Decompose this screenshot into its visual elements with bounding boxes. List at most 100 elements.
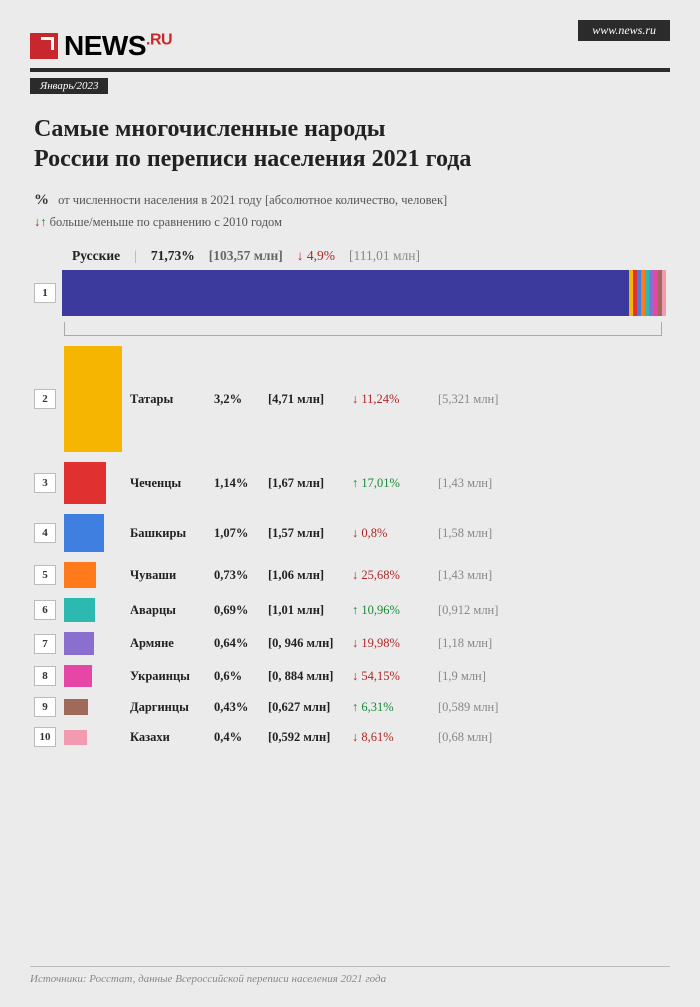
bar-column [64,665,122,687]
data-row: 10 Казахи 0,4% [0,592 млн] ↓ 8,61% [0,68 млн] [34,727,666,747]
main-change-val: 4,9% [307,248,335,263]
row-name: Чеченцы [130,476,210,491]
row-change: ↓ 11,24% [352,392,434,407]
row-change: ↓ 25,68% [352,568,434,583]
row-change: ↓ 19,98% [352,636,434,651]
data-row: 8Украинцы0,6%[0, 884 млн]↓ 54,15%[1,9 мл… [34,665,666,687]
sep: | [134,248,137,264]
bar-column [64,598,122,622]
row-prev: [0,589 млн] [438,700,666,715]
row-cells: Чеченцы1,14%[1,67 млн]↑ 17,01%[1,43 млн] [130,476,666,491]
row-change: ↑ 6,31% [352,700,434,715]
row-pct: 3,2% [214,392,264,407]
main-change: ↓ 4,9% [297,248,335,264]
brand: NEWS.RU [30,30,670,68]
sources: Источники: Росстат, данные Всероссийской… [30,966,670,985]
fullbar-seg [662,270,666,316]
fullbar-seg-main [62,270,629,316]
row-name: Казахи [130,730,210,745]
rank-badge: 10 [34,727,56,747]
bar-column [64,699,122,715]
row-prev: [1,43 млн] [438,568,666,583]
main-row-labels: Русские | 71,73% [103,57 млн] ↓ 4,9% [11… [72,248,666,264]
bar-column [64,346,122,452]
row-abs: [0,592 млн] [268,730,348,745]
rank-badge: 9 [34,697,56,717]
bar-column [64,562,122,588]
data-row: 3Чеченцы1,14%[1,67 млн]↑ 17,01%[1,43 млн… [34,462,666,504]
bar [64,665,92,687]
data-row: 4Башкиры1,07%[1,57 млн]↓ 0,8%[1,58 млн] [34,514,666,552]
row-cells: Татары 3,2% [4,71 млн] ↓ 11,24% [5,321 млн] [130,392,666,407]
row-name: Татары [130,392,210,407]
bar [64,730,87,745]
rank-badge: 3 [34,473,56,493]
data-row: 7Армяне0,64%[0, 946 млн]↓ 19,98%[1,18 мл… [34,632,666,655]
brand-text: NEWS.RU [64,30,172,62]
row-pct: 1,14% [214,476,264,491]
bar [64,598,95,622]
row-pct: 0,43% [214,700,264,715]
title-line2: России по переписи населения 2021 года [34,146,471,172]
row-prev: [5,321 млн] [438,392,666,407]
arrow-up-icon: ↑ [40,215,46,229]
row-change: ↑ 10,96% [352,603,434,618]
row-prev: [1,9 млн] [438,669,666,684]
row-abs: [0, 884 млн] [268,669,348,684]
arrow-down-icon: ↓ [297,248,307,263]
row-change: ↓ 8,61% [352,730,434,745]
fullbar-wrap: 1 [34,270,666,316]
row-cells: Армяне0,64%[0, 946 млн]↓ 19,98%[1,18 млн… [130,636,666,651]
date-strip: Январь/2023 [30,78,108,94]
rank-badge: 6 [34,600,56,620]
row-name: Армяне [130,636,210,651]
bar-column [64,462,122,504]
rank-badge: 7 [34,634,56,654]
row-prev: [0,912 млн] [438,603,666,618]
rank-badge: 1 [34,283,56,303]
row-abs: [0, 946 млн] [268,636,348,651]
data-row: 5Чуваши0,73%[1,06 млн]↓ 25,68%[1,43 млн] [34,562,666,588]
legend-line1: от численности населения в 2021 году [аб… [58,193,447,207]
row-name: Башкиры [130,526,210,541]
fullbar [62,270,666,316]
main-prev: [111,01 млн] [349,248,420,264]
content: Самые многочисленные народы России по пе… [0,94,700,747]
row-pct: 0,69% [214,603,264,618]
row-abs: [1,06 млн] [268,568,348,583]
row-prev: [0,68 млн] [438,730,666,745]
row-name: Украинцы [130,669,210,684]
row-pct: 0,6% [214,669,264,684]
row-abs: [4,71 млн] [268,392,348,407]
data-row: 2Татары3,2%[4,71 млн]↓ 11,24%[5,321 млн] [34,346,666,452]
bar-column [64,514,122,552]
row-pct: 0,64% [214,636,264,651]
rank-badge: 8 [34,666,56,686]
row-pct: 1,07% [214,526,264,541]
bar [64,632,94,655]
row-abs: [0,627 млн] [268,700,348,715]
legend-pct-symbol: % [34,192,49,208]
row-cells: Башкиры1,07%[1,57 млн]↓ 0,8%[1,58 млн] [130,526,666,541]
bar-column [64,632,122,655]
data-row: 9 Даргинцы 0,43% [0,627 млн] ↑ 6,31% [0,589 м… [34,697,666,717]
row-pct: 0,4% [214,730,264,745]
row-cells: Аварцы0,69%[1,01 млн]↑ 10,96%[0,912 млн] [130,603,666,618]
row-pct: 0,73% [214,568,264,583]
bar-column [64,730,122,745]
bar [64,514,104,552]
main-abs: [103,57 млн] [209,248,283,264]
data-row: 6Аварцы0,69%[1,01 млн]↑ 10,96%[0,912 млн… [34,598,666,622]
row-prev: [1,58 млн] [438,526,666,541]
row-change: ↓ 0,8% [352,526,434,541]
row-change: ↑ 17,01% [352,476,434,491]
title-line1: Самые многочисленные народы [34,116,385,142]
legend-line2: больше/меньше по сравнению с 2010 годом [50,215,282,229]
rank-badge: 4 [34,523,56,543]
rows-container: 2Татары3,2%[4,71 млн]↓ 11,24%[5,321 млн]… [34,346,666,747]
header: NEWS.RU [30,20,670,72]
bracket [64,322,662,336]
row-name: Даргинцы [130,700,210,715]
site-url-tab: www.news.ru [578,20,670,41]
main-name: Русские [72,248,120,264]
